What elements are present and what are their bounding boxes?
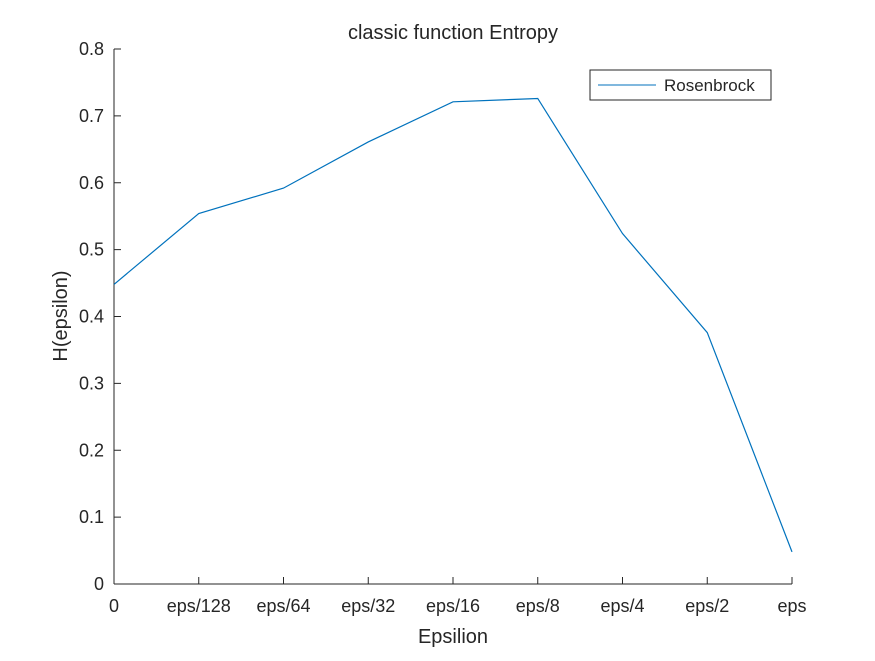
- y-tick-label: 0.7: [79, 106, 104, 126]
- axes: 0 0.1 0.2 0.3 0.4 0.5 0.6 0.7 0.8 0 eps/128 eps/64 e…: [79, 39, 807, 616]
- y-tick-label: 0.1: [79, 507, 104, 527]
- x-tick-label: eps/8: [516, 596, 560, 616]
- y-tick-label: 0: [94, 574, 104, 594]
- x-tick-label: eps/16: [426, 596, 480, 616]
- x-tick-label: eps: [777, 596, 806, 616]
- legend-label-rosenbrock: Rosenbrock: [664, 76, 755, 95]
- chart-title: classic function Entropy: [348, 22, 558, 44]
- x-tick-label: eps/128: [167, 596, 231, 616]
- y-tick-label: 0.6: [79, 173, 104, 193]
- x-tick-label: eps/64: [256, 596, 310, 616]
- y-tick-label: 0.3: [79, 373, 104, 393]
- y-tick-label: 0.4: [79, 307, 104, 327]
- y-tick-label: 0.5: [79, 240, 104, 260]
- legend[interactable]: Rosenbrock: [589, 69, 772, 101]
- x-axis-label: Epsilion: [418, 626, 488, 648]
- y-tick-label: 0.8: [79, 39, 104, 59]
- series-line-rosenbrock: [113, 97, 793, 553]
- y-tick-label: 0.2: [79, 440, 104, 460]
- series-layer: [113, 97, 793, 553]
- x-tick-label: 0: [109, 596, 119, 616]
- x-tick-label: eps/32: [341, 596, 395, 616]
- x-tick-label: eps/2: [685, 596, 729, 616]
- x-tick-label: eps/4: [600, 596, 644, 616]
- y-axis-label: H(epsilon): [50, 270, 72, 361]
